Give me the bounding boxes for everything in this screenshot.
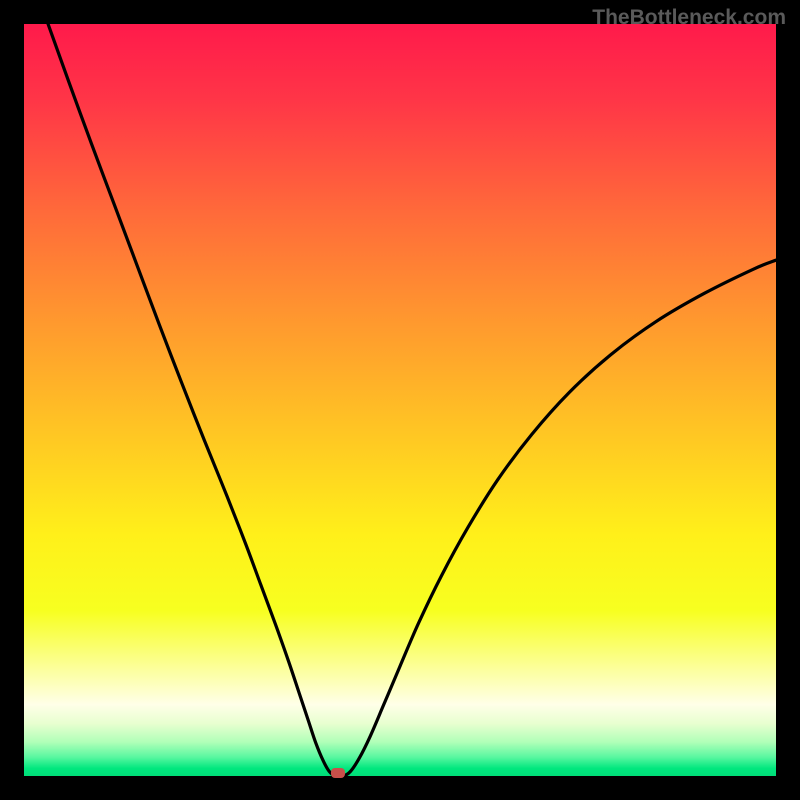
watermark-text: TheBottleneck.com <box>592 6 786 30</box>
plot-area <box>24 24 776 776</box>
bottleneck-curve-svg <box>24 24 776 776</box>
bottleneck-curve-path <box>48 24 776 776</box>
optimal-point-marker <box>331 768 345 778</box>
